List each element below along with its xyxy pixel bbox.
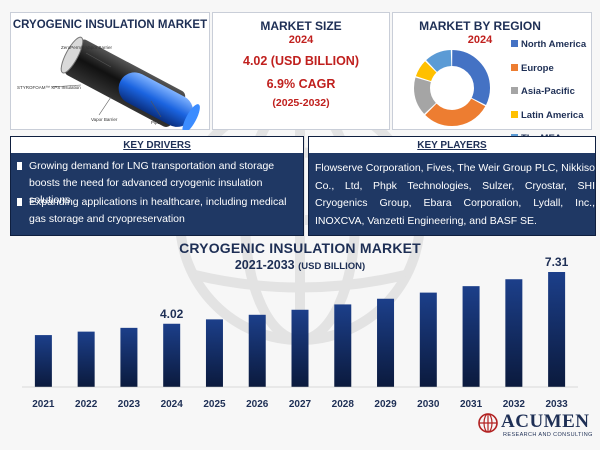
bar-2021	[34, 335, 52, 387]
chart-subtitle: 2021-2033	[234, 258, 295, 272]
chart-unit: (USD BILLION)	[298, 261, 366, 272]
insulated-pipe-icon: ZeroPerm® Vapor Barrier STYROFOAM™ XPS I…	[17, 36, 200, 130]
legend-label: Asia-Pacific	[521, 86, 575, 97]
donut-slice-europe	[414, 50, 490, 126]
chart-subtitle-row: 2021-2033 (USD BILLION)	[0, 258, 600, 272]
bullet-icon	[17, 162, 22, 170]
x-tick-label-2021: 2021	[32, 399, 55, 410]
legend-swatch	[511, 110, 518, 118]
driver-item-2: Expanding applications in healthcare, in…	[17, 194, 305, 228]
bar-2023	[120, 327, 138, 387]
driver-item-1: Growing demand for LNG transportation an…	[17, 158, 305, 209]
acumen-logo-icon	[478, 413, 498, 433]
bar-2032	[505, 279, 523, 387]
key-players-box: KEY PLAYERS Flowserve Corporation, Fives…	[308, 136, 596, 236]
callout-vapor-barrier-top: ZeroPerm® Vapor Barrier	[61, 44, 112, 50]
bar-2030	[419, 292, 437, 387]
bar-2027	[291, 309, 309, 387]
market-size-title: MARKET SIZE	[260, 19, 342, 33]
brand-tagline: RESEARCH AND CONSULTING	[503, 432, 593, 438]
bar-chart: 2021 2022 2023 2024 4.02 2025 2026 2027 2028 2029…	[22, 255, 578, 410]
legend-item-latin-america: Latin America	[511, 110, 583, 122]
region-year: 2024	[467, 34, 493, 46]
forecast-period: (2025-2032)	[272, 97, 330, 109]
legend-swatch	[511, 87, 518, 94]
market-size-panel: MARKET SIZE 2024 4.02 (USD BILLION) 6.9%…	[212, 12, 390, 130]
bar-2031	[462, 286, 480, 387]
x-tick-label-2028: 2028	[332, 399, 355, 410]
legend-item-asia-pacific: Asia-Pacific	[511, 86, 575, 98]
bar-2024	[163, 323, 181, 387]
market-cagr: 6.9% CAGR	[266, 77, 336, 91]
market-size-value: 4.02 (USD BILLION)	[243, 54, 359, 68]
legend-swatch	[511, 40, 518, 47]
x-tick-label-2027: 2027	[289, 399, 312, 410]
x-tick-label-2032: 2032	[503, 399, 526, 410]
x-tick-label-2029: 2029	[374, 399, 397, 410]
bar-2029	[377, 298, 395, 387]
x-tick-label-2025: 2025	[203, 399, 226, 410]
legend-item-europe: Europe	[511, 63, 554, 75]
key-players-text: Flowserve Corporation, Fives, The Weir G…	[315, 162, 595, 227]
data-label-2024: 4.02	[160, 307, 184, 321]
donut-slice-asia-pacific	[414, 50, 490, 126]
brand-name: ACUMEN	[501, 411, 590, 432]
bar-2033	[548, 272, 566, 387]
region-title: MARKET BY REGION	[419, 19, 541, 33]
bar-2028	[334, 304, 352, 387]
bar-2025	[205, 319, 223, 387]
product-panel-title: CRYOGENIC INSULATION MARKET	[12, 19, 208, 31]
callout-vapor-barrier: Vapor Barrier	[91, 117, 118, 122]
bar-2026	[248, 314, 266, 387]
x-tick-label-2031: 2031	[460, 399, 483, 410]
x-tick-label-2022: 2022	[75, 399, 98, 410]
legend-item-north-america: North America	[511, 39, 586, 51]
legend-label: Europe	[521, 62, 554, 74]
chart-title: CRYOGENIC INSULATION MARKET	[179, 240, 421, 256]
x-tick-label-2030: 2030	[417, 399, 440, 410]
key-drivers-box: KEY DRIVERS Growing demand for LNG trans…	[10, 136, 304, 236]
callout-pipe: Pipe	[151, 120, 161, 125]
donut-slice-north-america	[414, 50, 490, 126]
callout-xps: STYROFOAM™ XPS Insulation	[17, 85, 81, 90]
key-drivers-title: KEY DRIVERS	[11, 137, 303, 154]
bullet-icon	[17, 198, 22, 206]
x-tick-label-2024: 2024	[161, 399, 184, 410]
key-players-title: KEY PLAYERS	[309, 137, 595, 154]
market-size-year: 2024	[288, 34, 314, 46]
data-label-2033: 7.31	[545, 255, 569, 269]
x-tick-label-2023: 2023	[118, 399, 141, 410]
legend-swatch	[511, 63, 518, 71]
x-tick-label-2026: 2026	[246, 399, 269, 410]
legend-label: North America	[521, 39, 587, 50]
bar-2022	[77, 331, 95, 387]
product-panel: CRYOGENIC INSULATION MARKET	[10, 12, 210, 130]
region-donut-chart	[414, 50, 490, 126]
legend-label: Latin America	[521, 109, 584, 121]
x-tick-label-2033: 2033	[545, 399, 568, 410]
